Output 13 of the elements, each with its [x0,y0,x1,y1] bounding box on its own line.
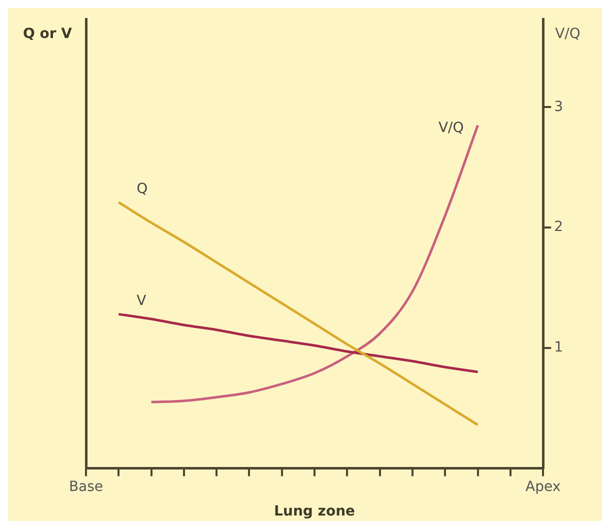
x-axis-title: Lung zone [274,504,356,520]
y-axis-title: Q or V [22,26,72,42]
y2-tick-label: 2 [554,219,564,236]
series-label: V [136,292,147,309]
series-label: Q [136,180,148,197]
x-tick-label: Base [68,479,104,496]
x-tick-label: Apex [526,479,561,496]
line-series [117,201,480,426]
y2-tick-label: 3 [554,98,564,115]
y2-tick-label: 1 [554,340,564,356]
series-label: V/Q [438,120,464,136]
line-series [117,312,480,374]
y2-axis-title: V/Q [555,26,580,42]
